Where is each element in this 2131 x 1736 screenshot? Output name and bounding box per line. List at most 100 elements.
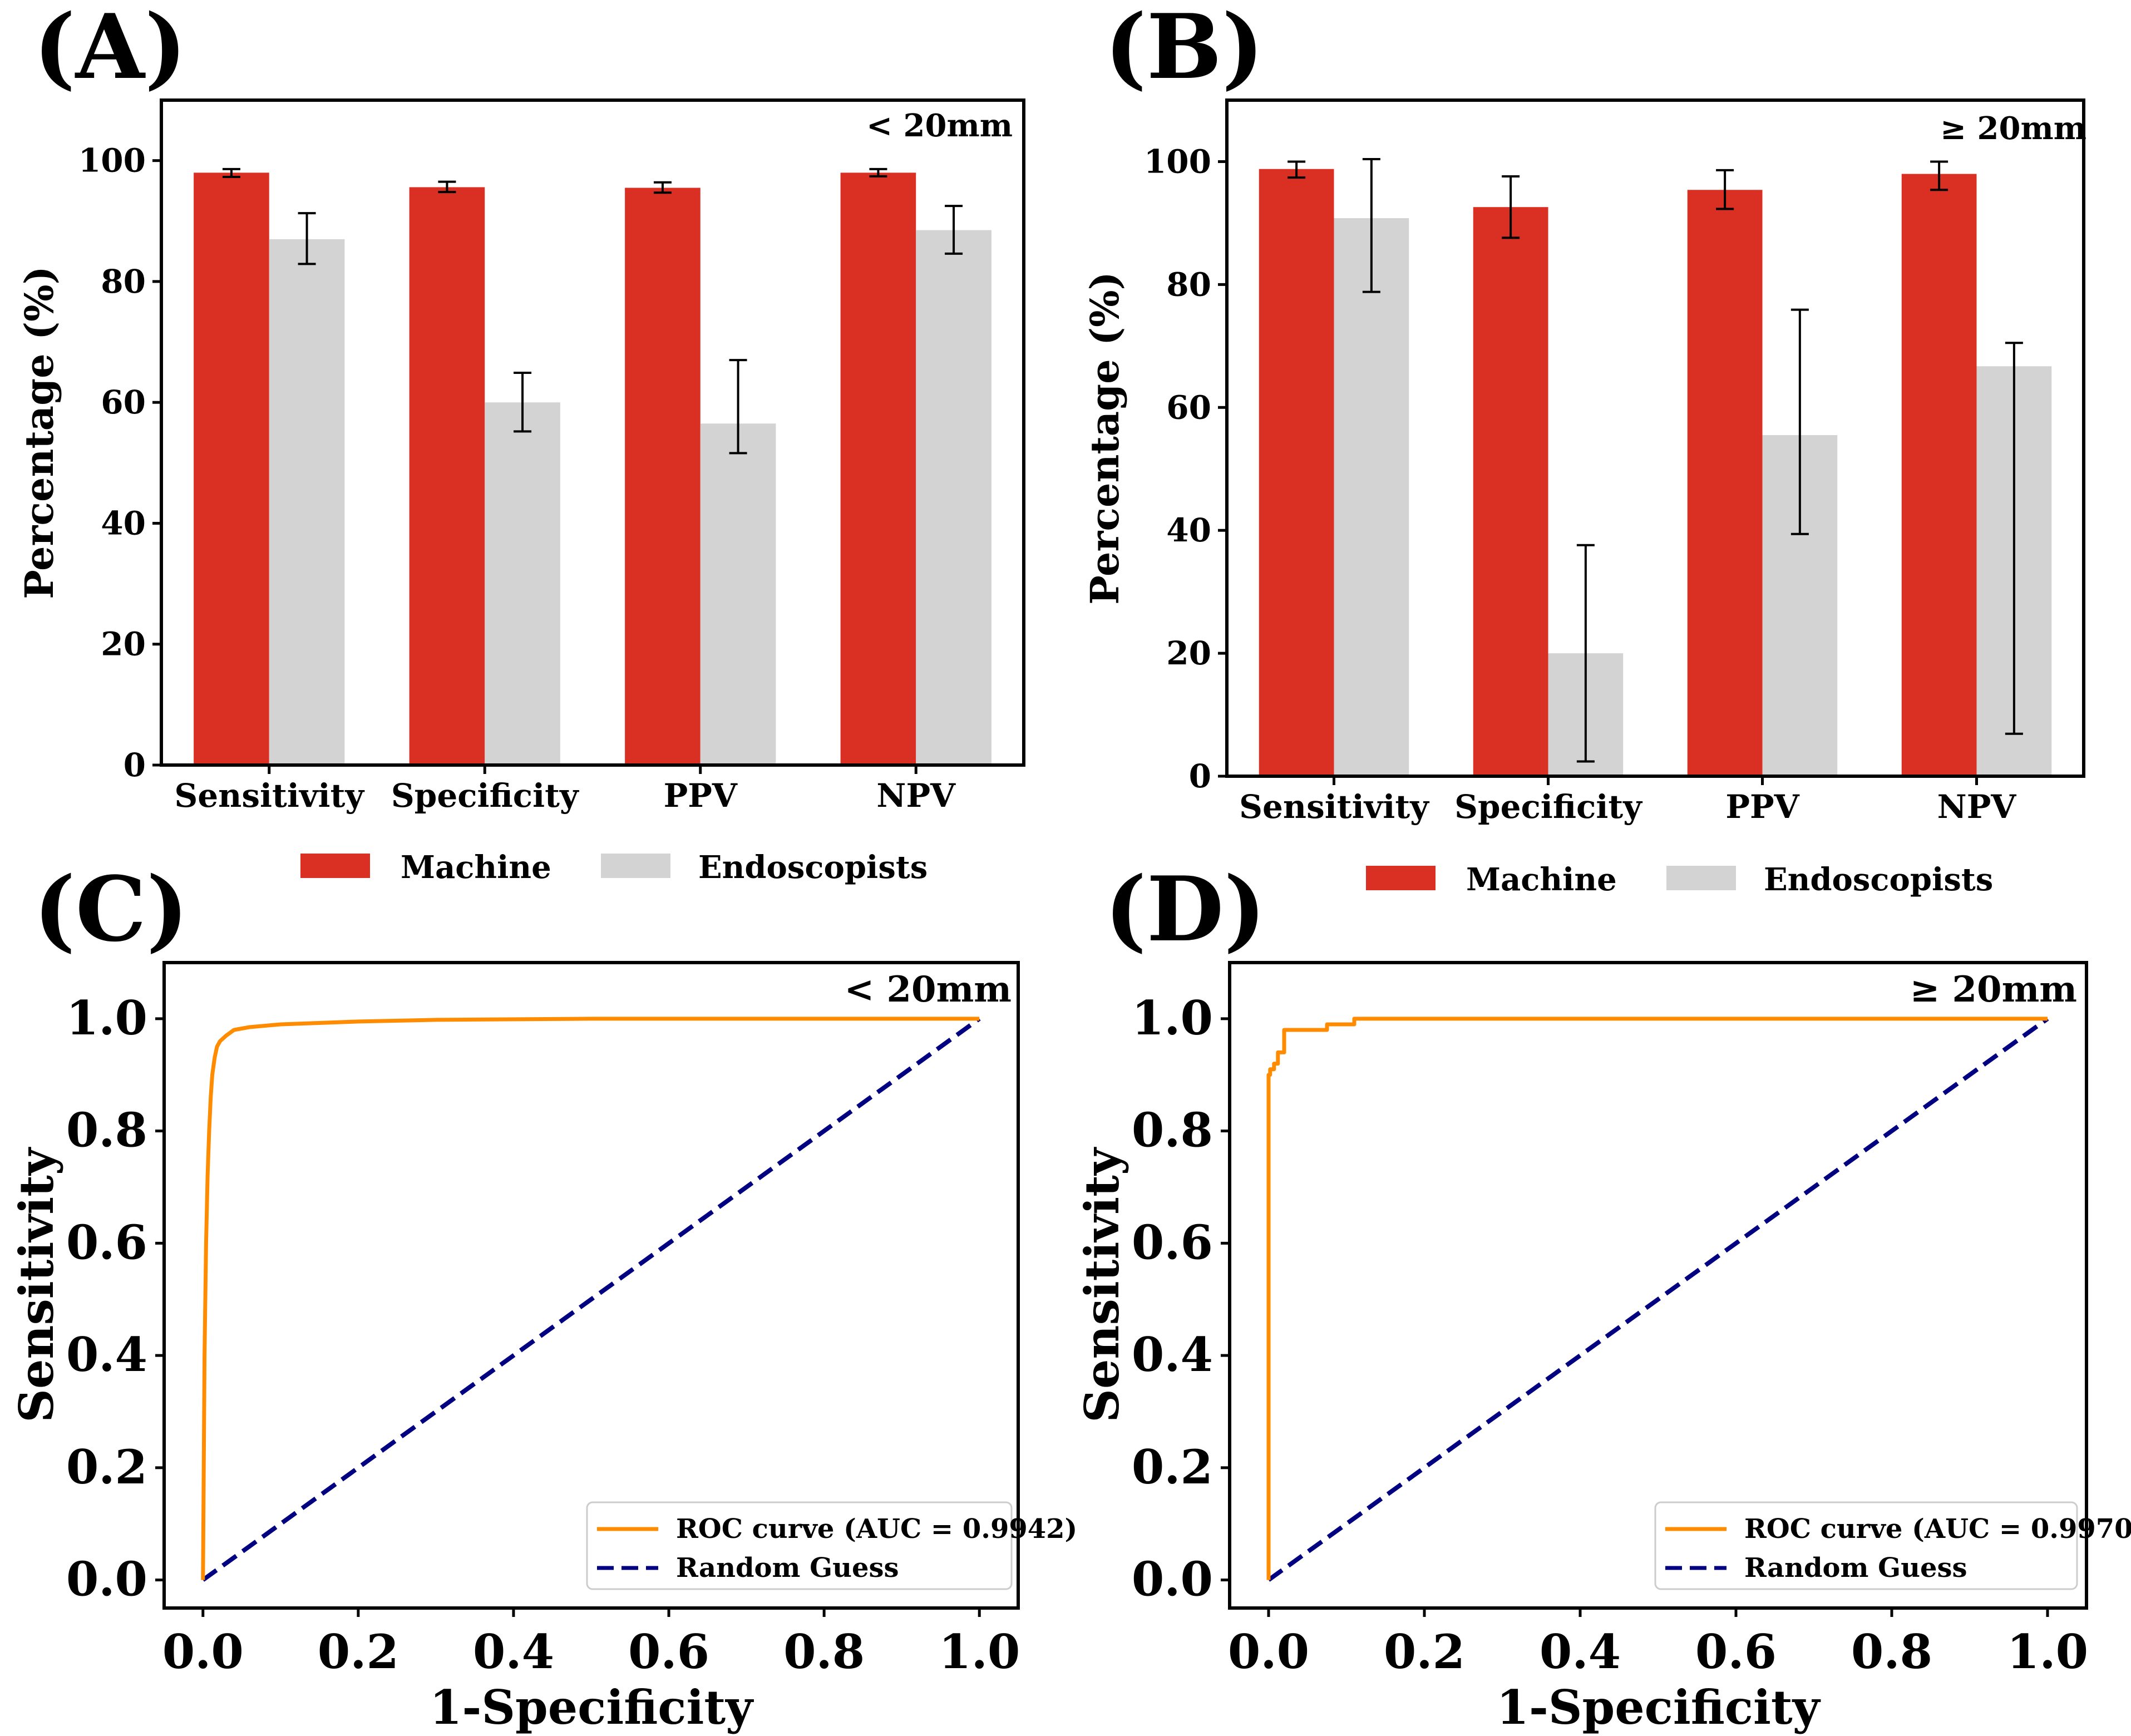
bar-machine-specificity: [409, 187, 485, 765]
error-bar: [298, 212, 316, 265]
legend-label-endoscopists: Endoscopists: [1764, 861, 1993, 898]
y-tick-label: 20: [1166, 634, 1211, 672]
error-bar: [869, 167, 887, 177]
x-tick-label: 0.4: [473, 1624, 554, 1679]
bar-endoscopists-specificity: [485, 402, 560, 765]
y-tick-label: 40: [1166, 511, 1211, 549]
error-bar: [1716, 169, 1734, 210]
plot-frame: [160, 98, 1025, 767]
y-tick-label: 20: [101, 625, 146, 663]
x-axis-title: 1-Specificity: [1497, 1680, 1821, 1735]
error-bar: [2005, 342, 2023, 735]
bar-endoscopists-npv: [916, 230, 991, 765]
y-tick-label: 1.0: [66, 990, 147, 1045]
legend: ROC curve (AUC = 0.9942) Random Guess: [586, 1501, 1077, 1590]
roc-curve-line: [1266, 1017, 2048, 1580]
error-bar: [1790, 308, 1809, 535]
bar-machine-sensitivity: [194, 172, 269, 765]
y-tick-label: 0.4: [66, 1327, 147, 1382]
y-tick-label: 0: [1189, 757, 1211, 795]
y-tick-label: 0.2: [66, 1439, 147, 1495]
size-annotation: < 20mm: [866, 107, 1013, 144]
legend-box: [586, 1501, 1013, 1590]
panel-d: (D) 0.0 0.2 0.4 0.6 0.8 1.0 0.0 0.2 0.4 0.6 0.8 1.0 1…: [1074, 857, 2131, 1735]
error-bar: [729, 359, 747, 455]
y-tick-label: 60: [1166, 388, 1211, 426]
y-tick-label: 80: [101, 263, 146, 300]
legend-label-roc: ROC curve (AUC = 0.9942): [676, 1513, 1077, 1545]
y-tick-label: 0.2: [1132, 1439, 1213, 1495]
bar-machine-ppv: [1687, 190, 1763, 776]
x-tick-label: 0.6: [628, 1624, 709, 1679]
y-tick-label: 0.4: [1132, 1327, 1213, 1382]
y-tick-label: 40: [101, 504, 146, 542]
error-bar: [514, 371, 532, 433]
panel-a: (A) 0 20 40 60 80 100 Sensitivity Specificity PPV…: [16, 0, 1025, 886]
y-tick-label: 60: [101, 383, 146, 421]
error-bar: [653, 181, 672, 194]
x-tick-label: NPV: [876, 777, 956, 815]
error-bar: [1576, 544, 1595, 763]
x-tick-label: Sensitivity: [174, 777, 365, 815]
x-tick-label: NPV: [1937, 788, 2017, 826]
legend-label-machine: Machine: [401, 849, 551, 886]
x-tick-label: 0.8: [783, 1624, 865, 1679]
panel-label: (A): [33, 0, 187, 99]
x-tick-label: Sensitivity: [1239, 788, 1430, 826]
y-tick-label: 100: [1144, 142, 1211, 180]
x-tick-label: PPV: [664, 777, 738, 815]
legend-label-machine: Machine: [1466, 861, 1617, 898]
plot-frame: [1225, 98, 2085, 778]
x-tick-label: 1.0: [939, 1624, 1020, 1679]
bar-machine-specificity: [1473, 207, 1548, 776]
legend: Machine Endoscopists: [1366, 861, 1993, 898]
plot-frame: [162, 961, 1020, 1610]
y-axis-title: Percentage (%): [1082, 272, 1128, 605]
error-bar: [438, 180, 456, 194]
y-axis-title: Sensitivity: [9, 1147, 64, 1423]
bar-machine-ppv: [625, 188, 701, 766]
y-tick-label: 0.0: [1132, 1552, 1213, 1607]
size-annotation: < 20mm: [845, 969, 1012, 1010]
x-tick-label: 0.4: [1540, 1624, 1621, 1679]
error-bar: [1930, 160, 1949, 191]
legend: Machine Endoscopists: [300, 849, 928, 886]
bar-machine-npv: [1901, 174, 1977, 777]
bar-machine-npv: [840, 172, 916, 765]
bar-machine-sensitivity: [1259, 169, 1334, 776]
random-guess-line: [201, 1017, 981, 1582]
legend: ROC curve (AUC = 0.9970) Random Guess: [1654, 1501, 2131, 1590]
panel-c: (C) 0.0 0.2 0.4 0.6 0.8 1.0 0.0 0.2 0.4 0.6 0.8 1.0 1…: [9, 857, 1077, 1735]
y-tick-label: 0: [124, 746, 146, 784]
panel-label: (D): [1104, 857, 1266, 961]
legend-swatch-machine: [300, 854, 370, 878]
size-annotation: ≥ 20mm: [1940, 110, 2086, 147]
y-tick-label: 0.6: [66, 1215, 147, 1270]
x-tick-label: 0.0: [1228, 1624, 1309, 1679]
random-guess-line: [1267, 1017, 2049, 1582]
legend-swatch-endoscopists: [1666, 866, 1736, 890]
panel-b: (B) 0 20 40 60 80 100 Sensitivity Specificity PPV…: [1082, 0, 2086, 898]
error-bar: [222, 167, 240, 178]
y-tick-label: 0.8: [66, 1103, 147, 1158]
x-tick-label: 0.8: [1851, 1624, 1932, 1679]
y-tick-label: 1.0: [1132, 990, 1213, 1045]
error-bar: [1288, 160, 1306, 179]
error-bar: [945, 205, 963, 255]
y-tick-label: 80: [1166, 265, 1211, 303]
y-axis-title: Percentage (%): [16, 266, 62, 599]
y-tick-label: 100: [78, 142, 146, 180]
x-tick-label: 0.6: [1695, 1624, 1777, 1679]
x-tick-label: PPV: [1725, 788, 1799, 826]
plot-frame: [1228, 961, 2088, 1610]
x-tick-label: 1.0: [2007, 1624, 2088, 1679]
panel-label: (C): [33, 857, 189, 961]
roc-curve-line: [201, 1017, 980, 1580]
legend-label-endoscopists: Endoscopists: [698, 849, 928, 886]
x-tick-label: 0.2: [318, 1624, 399, 1679]
x-tick-label: Specificity: [391, 777, 580, 815]
y-axis-title: Sensitivity: [1074, 1147, 1129, 1423]
y-tick-label: 0.8: [1132, 1103, 1213, 1158]
y-tick-label: 0.6: [1132, 1215, 1213, 1270]
